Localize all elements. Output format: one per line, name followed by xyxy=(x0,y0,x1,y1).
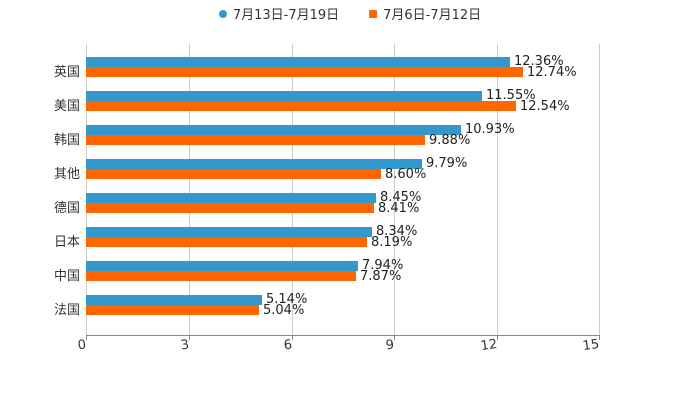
square-marker-icon xyxy=(369,9,378,18)
data-label: 12.74% xyxy=(527,65,577,80)
circle-marker-icon xyxy=(218,9,227,18)
bar-series-2[interactable] xyxy=(86,203,374,213)
x-tick xyxy=(86,335,87,340)
bar-series-1[interactable] xyxy=(86,91,482,101)
data-label: 8.34% xyxy=(376,224,418,239)
data-label: 8.60% xyxy=(385,167,427,182)
category-label: 其他 xyxy=(53,167,80,182)
category-label: 法国 xyxy=(53,303,80,318)
data-label: 8.41% xyxy=(378,201,420,216)
data-label: 11.55% xyxy=(486,88,536,103)
category-label: 中国 xyxy=(53,269,80,284)
x-tick xyxy=(394,335,395,340)
bar-series-2[interactable] xyxy=(86,169,381,179)
bar-series-2[interactable] xyxy=(86,305,259,315)
category-label: 德国 xyxy=(53,201,80,216)
x-tick xyxy=(292,335,293,340)
data-label: 5.04% xyxy=(263,303,305,318)
data-label: 9.79% xyxy=(426,156,468,171)
bar-series-1[interactable] xyxy=(86,261,358,271)
gridline xyxy=(292,44,293,335)
category-label: 美国 xyxy=(53,99,80,114)
data-label: 7.94% xyxy=(362,258,404,273)
bar-series-2[interactable] xyxy=(86,271,356,281)
bar-series-2[interactable] xyxy=(86,237,367,247)
bar-series-2[interactable] xyxy=(86,67,523,77)
category-label: 日本 xyxy=(53,235,80,250)
bar-series-1[interactable] xyxy=(86,125,461,135)
x-tick xyxy=(497,335,498,340)
x-tick xyxy=(599,335,600,340)
data-label: 9.88% xyxy=(429,133,471,148)
x-axis-line xyxy=(86,335,600,336)
data-label: 7.87% xyxy=(360,269,402,284)
gridline xyxy=(189,44,190,335)
data-label: 12.36% xyxy=(514,54,564,69)
bar-series-1[interactable] xyxy=(86,193,376,203)
bar-series-1[interactable] xyxy=(86,227,372,237)
data-label: 10.93% xyxy=(465,122,515,137)
legend-label: 7月13日-7月19日 xyxy=(232,8,340,23)
gridline xyxy=(394,44,395,335)
category-label: 韩国 xyxy=(53,133,80,148)
data-label: 8.19% xyxy=(371,235,413,250)
legend-label: 7月6日-7月12日 xyxy=(383,8,482,23)
legend-item-series-1[interactable]: 7月13日-7月19日 xyxy=(218,4,340,23)
chart-legend: 7月13日-7月19日 7月6日-7月12日 xyxy=(0,4,700,23)
plot-area xyxy=(86,44,600,335)
bar-series-1[interactable] xyxy=(86,295,262,305)
data-label: 5.14% xyxy=(266,292,308,307)
gridline xyxy=(86,44,87,335)
gridline xyxy=(599,44,600,335)
x-tick xyxy=(189,335,190,340)
category-label: 英国 xyxy=(53,65,80,80)
data-label: 8.45% xyxy=(380,190,422,205)
bar-series-2[interactable] xyxy=(86,101,516,111)
x-tick-label: 15 xyxy=(581,336,601,355)
x-tick-label: 12 xyxy=(479,336,499,355)
gridline xyxy=(497,44,498,335)
data-label: 12.54% xyxy=(520,99,570,114)
bar-series-1[interactable] xyxy=(86,57,510,67)
bar-series-1[interactable] xyxy=(86,159,422,169)
legend-item-series-2[interactable]: 7月6日-7月12日 xyxy=(369,4,481,23)
bar-series-2[interactable] xyxy=(86,135,425,145)
